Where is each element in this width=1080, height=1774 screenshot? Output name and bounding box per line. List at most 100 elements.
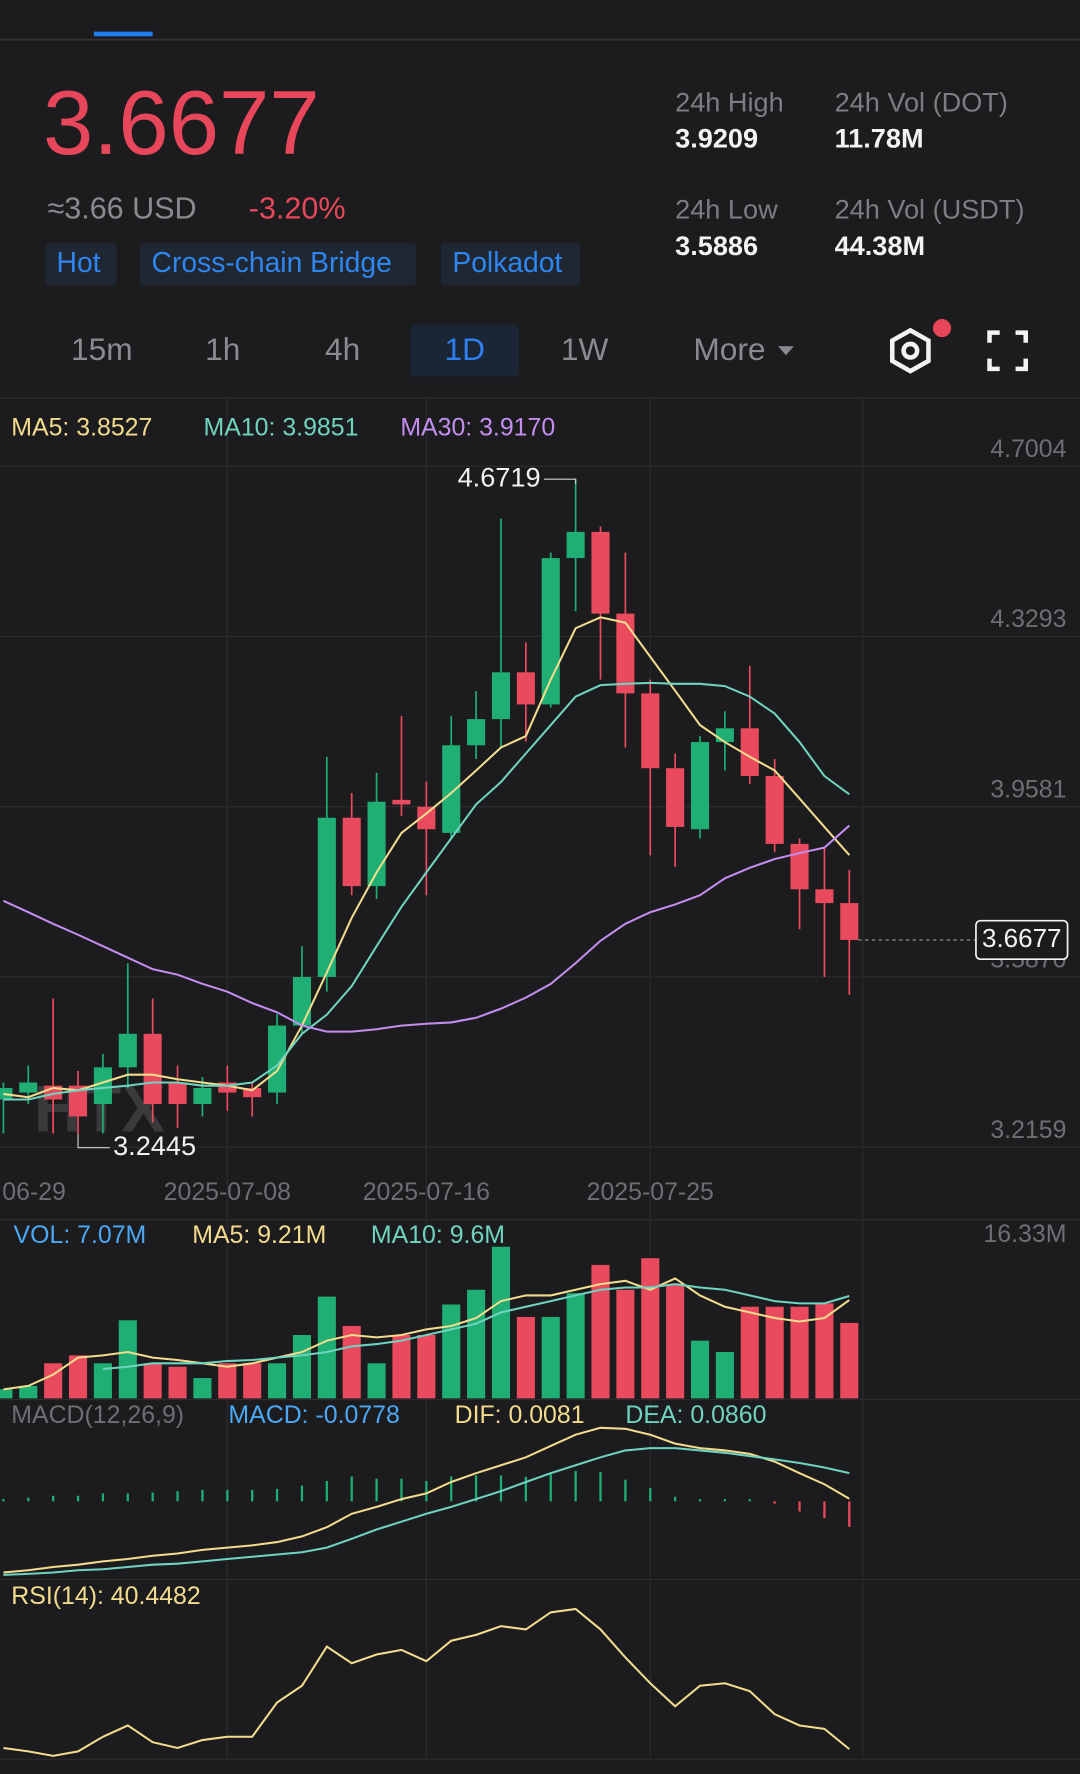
interval-tab[interactable]: 1W — [561, 331, 609, 367]
x-tick-label: 2025-07-25 — [587, 1178, 714, 1206]
candle-body — [491, 672, 511, 720]
dropdown-arrow — [778, 346, 794, 356]
y-tick-label: 4.3293 — [990, 605, 1066, 633]
legend-entry: MA5: 3.8527 — [11, 413, 152, 441]
candle-body — [292, 976, 311, 1026]
candle-body — [641, 693, 660, 769]
volume-bar — [168, 1366, 187, 1399]
volume-bar — [193, 1378, 212, 1399]
candle-body — [218, 1082, 237, 1093]
macd-bar — [176, 1491, 179, 1502]
macd-bar — [300, 1485, 304, 1502]
volume-bar — [317, 1296, 336, 1399]
tag[interactable]: Cross-chain Bridge — [152, 246, 392, 278]
candle-body — [740, 728, 759, 777]
macd-bar — [723, 1499, 727, 1502]
volume-bar — [641, 1258, 660, 1399]
macd-bar — [226, 1489, 229, 1502]
macd-bar — [599, 1471, 602, 1502]
candle-body — [790, 843, 809, 890]
indicator-line — [3, 681, 850, 1101]
last-price: 3.6677 — [43, 73, 320, 174]
stat-value: 3.5886 — [675, 230, 758, 261]
fullscreen-icon[interactable] — [987, 330, 1028, 372]
last-price-box — [975, 919, 1069, 961]
macd-bar — [101, 1493, 105, 1502]
macd-bar — [798, 1501, 801, 1512]
y-tick-label: 4.7004 — [990, 435, 1066, 463]
candle-body — [143, 1033, 162, 1105]
candle-body — [715, 728, 734, 743]
volume-bar — [342, 1325, 361, 1399]
macd-bar — [499, 1475, 503, 1502]
interval-tab[interactable]: 4h — [325, 331, 360, 367]
volume-bar — [0, 1389, 13, 1399]
volume-bar — [218, 1363, 237, 1399]
volume-bar — [591, 1264, 610, 1399]
volume-bar — [143, 1363, 162, 1399]
interval-tab[interactable]: 15m — [71, 331, 133, 367]
legend-entry: RSI(14): 40.4482 — [11, 1582, 200, 1610]
candle-body — [243, 1087, 262, 1098]
candle-body — [591, 531, 610, 614]
settings-icon[interactable] — [890, 319, 952, 374]
macd-bar — [574, 1470, 577, 1502]
price-change: -3.20% — [249, 191, 346, 225]
candle-body — [765, 776, 784, 844]
min-label: 3.2445 — [113, 1130, 196, 1161]
volume-bar — [68, 1355, 88, 1399]
candle-body — [690, 742, 710, 830]
macd-bar — [848, 1501, 851, 1527]
volume-bar — [417, 1335, 436, 1399]
candle-body — [342, 817, 361, 887]
indicator-line — [3, 1447, 850, 1576]
stat-label: 24h Low — [675, 194, 778, 225]
indicator-line — [2, 824, 850, 1033]
macd-bar — [76, 1495, 80, 1502]
tag-bg — [45, 243, 117, 286]
macd-bar — [549, 1474, 552, 1502]
x-tick-label: 2025-07-08 — [164, 1178, 291, 1206]
candle-body — [268, 1025, 287, 1093]
stat-label: 24h High — [675, 86, 784, 117]
candle-body — [93, 1067, 112, 1105]
candle-body — [417, 806, 436, 830]
x-tick-label: 06-29 — [2, 1178, 66, 1206]
x-tick-label: 2025-07-16 — [363, 1178, 490, 1206]
macd-bar — [624, 1479, 627, 1502]
candle-body — [168, 1082, 187, 1105]
macd-bar — [748, 1499, 751, 1502]
macd-bar — [425, 1480, 428, 1502]
macd-bar — [126, 1493, 129, 1502]
indicator-line — [3, 1426, 850, 1574]
macd-bar — [698, 1499, 702, 1502]
tag-bg — [140, 243, 417, 286]
usd-price: ≈3.66 USD — [47, 191, 196, 225]
tag[interactable]: Hot — [57, 246, 101, 278]
volume-bar — [367, 1363, 386, 1399]
tag[interactable]: Polkadot — [452, 246, 562, 278]
interval-tab-active[interactable]: 1D — [445, 331, 485, 367]
volume-bar — [19, 1385, 38, 1399]
candle-body — [68, 1085, 88, 1117]
volume-bar — [392, 1335, 411, 1399]
interval-tab[interactable]: More — [693, 331, 765, 367]
macd-bar — [649, 1487, 652, 1502]
volume-bar — [541, 1316, 560, 1399]
macd-bar — [823, 1501, 826, 1519]
interval-tab[interactable]: 1h — [205, 331, 240, 367]
volume-bar — [292, 1335, 311, 1399]
volume-bar — [690, 1340, 710, 1399]
indicator-title: MACD(12,26,9) — [11, 1401, 184, 1429]
macd-bar — [400, 1478, 403, 1502]
y-tick-label: 3.2159 — [990, 1116, 1066, 1144]
stat-label: 24h Vol (USDT) — [835, 194, 1025, 225]
candle-body — [317, 817, 336, 977]
volume-bar — [491, 1246, 511, 1399]
macd-bar — [251, 1489, 254, 1502]
legend-entry: DIF: 0.0081 — [455, 1401, 585, 1429]
volume-bar — [815, 1303, 834, 1399]
badge — [932, 319, 952, 338]
hexagon — [890, 327, 931, 374]
